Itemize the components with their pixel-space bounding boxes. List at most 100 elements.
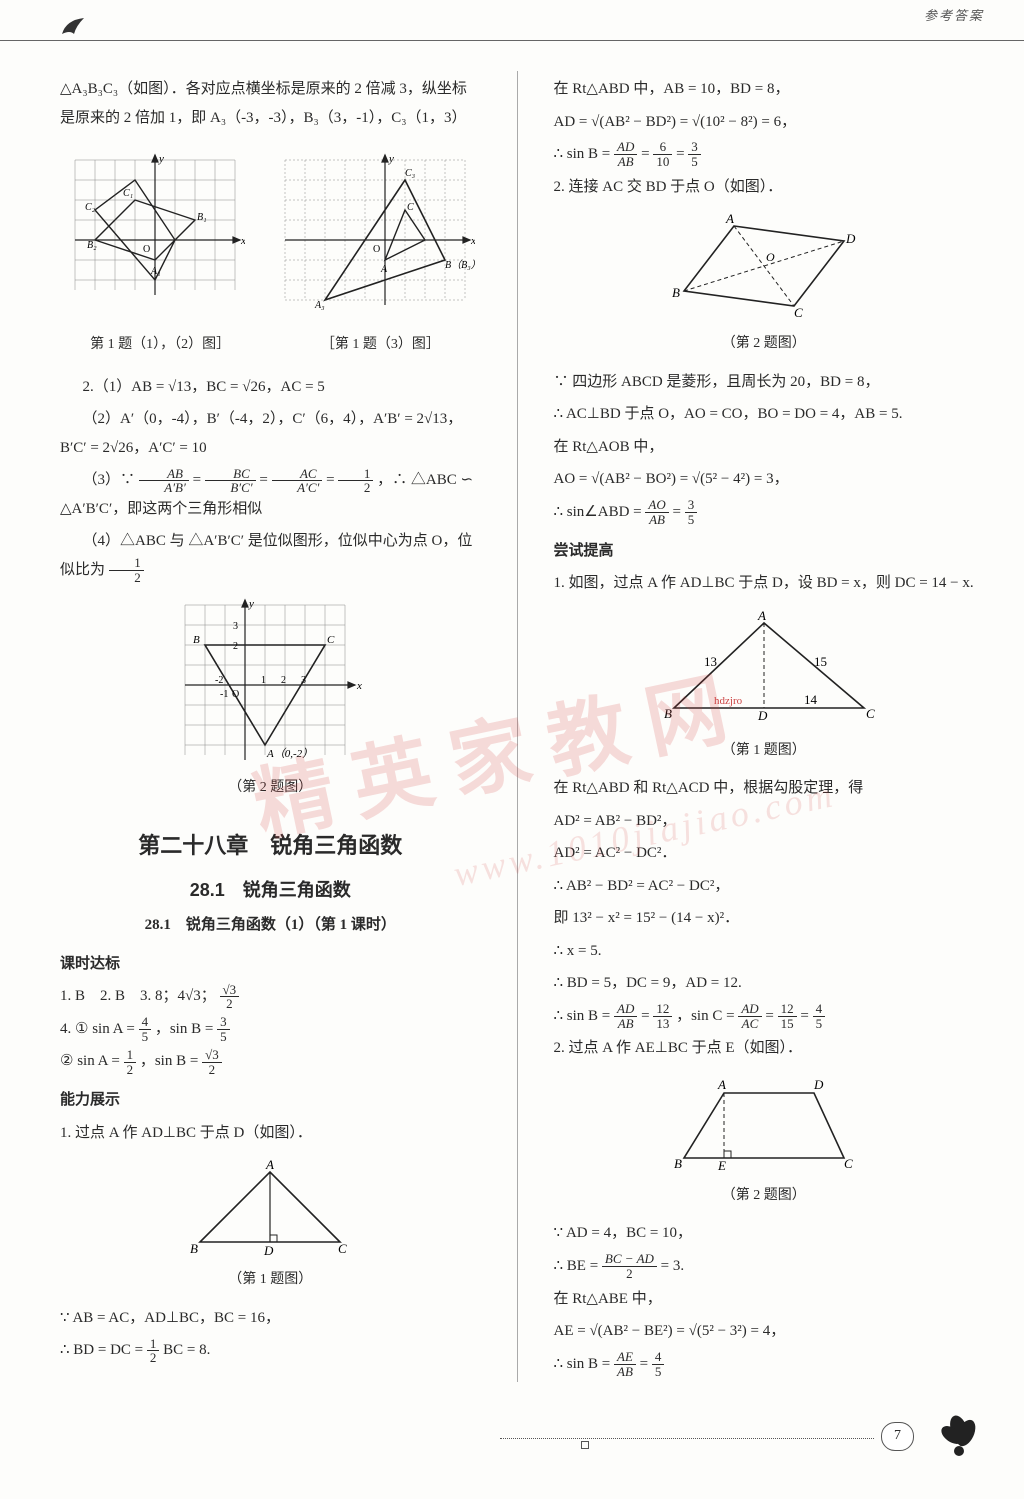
svg-text:x: x xyxy=(356,680,362,692)
svg-text:C₁: C₁ xyxy=(123,188,133,199)
fig-cap-rhombus: （第 2 题图） xyxy=(554,331,975,358)
svg-text:C₂: C₂ xyxy=(85,202,96,213)
svg-text:2: 2 xyxy=(281,675,286,686)
header-band: 参考答案 xyxy=(0,0,1024,41)
svg-text:D: D xyxy=(263,1243,274,1257)
svg-text:A（0,-2）: A（0,-2） xyxy=(266,747,313,760)
r5: ∴ AC⊥BD 于点 O，AO = CO，BO = DO = 4，AB = 5. xyxy=(554,400,975,429)
svg-text:C₃: C₃ xyxy=(405,168,416,179)
triangle-1315: A B C D 13 15 14 hdzjro xyxy=(644,608,884,728)
c15: ∴ sin B = AEAB = 45 xyxy=(554,1350,975,1379)
frac-ad-ab2: ADAB xyxy=(614,1002,637,1030)
svg-text:C: C xyxy=(407,202,414,213)
svg-text:D: D xyxy=(757,708,768,723)
left-intro: △A₃B₃C₃（如图）．各对应点横坐标是原来的 2 倍减 3，纵坐标是原来的 2… xyxy=(60,75,481,132)
nl-ab: ∵ AB = AC，AD⊥BC，BC = 16， xyxy=(60,1304,481,1333)
nengli-zhanshi-hdr: 能力展示 xyxy=(60,1086,481,1115)
svg-text:E: E xyxy=(717,1158,726,1173)
r3: 2. 连接 AC 交 BD 于点 O（如图）． xyxy=(554,173,975,202)
l2-2: （2）A′（0，-4），B′（-4，2），C′（6，4），A′B′ = 2√13… xyxy=(60,405,481,462)
r1: 在 Rt△ABD 中，AB = 10，BD = 8， xyxy=(554,75,975,104)
fig-cap-trap: （第 2 题图） xyxy=(554,1183,975,1210)
ks4b: ，sin B = xyxy=(155,1021,217,1037)
frac-bcad-2: BC − AD2 xyxy=(602,1252,657,1280)
svg-text:O: O xyxy=(766,250,775,264)
svg-text:y: y xyxy=(158,153,164,165)
frac-3-5: 35 xyxy=(217,1015,230,1043)
svg-text:A: A xyxy=(725,211,734,226)
footer-square-icon xyxy=(581,1441,589,1449)
frac-ad-ab: ADAB xyxy=(614,140,637,168)
l2-3: （3）∵ ABA′B′ = BCB′C′ = ACA′C′ = 12 ，∴ △A… xyxy=(60,466,481,523)
c11: ∵ AD = 4，BC = 10， xyxy=(554,1219,975,1248)
l2-1: 2.（1）AB = √13，BC = √26，AC = 5 xyxy=(60,373,481,402)
l2-3a: （3）∵ xyxy=(83,472,139,488)
c12a: ∴ BE = xyxy=(554,1258,602,1274)
nl-bd-a: ∴ BD = DC = xyxy=(60,1342,147,1358)
svg-text:C: C xyxy=(866,706,875,721)
svg-text:A: A xyxy=(717,1077,726,1092)
frac-1-2: 12 xyxy=(124,1048,137,1076)
svg-text:B: B xyxy=(664,706,672,721)
svg-text:A: A xyxy=(757,608,766,623)
svg-text:O: O xyxy=(232,689,239,700)
c5: ∴ AB² − BD² = AC² − DC²， xyxy=(554,872,975,901)
svg-text:A: A xyxy=(265,1157,274,1172)
frac-4-5b: 45 xyxy=(813,1002,826,1030)
frac-rt3-2: √32 xyxy=(220,983,240,1011)
svg-text:D: D xyxy=(845,231,856,246)
changshi-tigao-hdr: 尝试提高 xyxy=(554,537,975,566)
svg-text:B₂: B₂ xyxy=(87,240,97,251)
r8: ∴ sin∠ABD = AOAB = 35 xyxy=(554,498,975,527)
frac-12-13: 1213 xyxy=(653,1002,672,1030)
frac-ao-ab: AOAB xyxy=(645,498,668,526)
svg-text:C: C xyxy=(338,1241,347,1256)
c9: ∴ sin B = ADAB = 1213 ，sin C = ADAC = 12… xyxy=(554,1002,975,1031)
ks4d: ，sin B = xyxy=(140,1053,202,1069)
r7: AO = √(AB² − BO²) = √(5² − 4²) = 3， xyxy=(554,465,975,494)
svg-text:C: C xyxy=(327,634,335,646)
ks4-line2: ② sin A = 12 ，sin B = √32 xyxy=(60,1047,481,1076)
frac-4-5c: 45 xyxy=(652,1350,665,1378)
c3: AD² = AB² − BD²， xyxy=(554,807,975,836)
frac-3-5c: 35 xyxy=(685,498,698,526)
section-title: 28.1 锐角三角函数 xyxy=(60,873,481,907)
chapter-title: 第二十八章 锐角三角函数 xyxy=(60,825,481,867)
r2a: AD = √(AB² − BD²) = √(10² − 8²) = 6， xyxy=(554,108,975,137)
svg-text:y: y xyxy=(388,153,394,165)
frac-4-5: 45 xyxy=(139,1015,152,1043)
svg-text:15: 15 xyxy=(814,654,827,669)
svg-text:A: A xyxy=(380,264,388,275)
ks4a: 4. ① sin A = xyxy=(60,1021,139,1037)
leaf-icon xyxy=(60,8,88,46)
fig1-cap-left: 第 1 题（1），（2）图］ xyxy=(60,332,260,359)
footer-dotted-line xyxy=(500,1438,874,1439)
nl1: 1. 过点 A 作 AD⊥BC 于点 D（如图）． xyxy=(60,1119,481,1148)
grid-diagram-2: x y O A₃ B（B₃） C₃ C A xyxy=(275,150,475,310)
page-number: 7 xyxy=(881,1422,914,1451)
svg-text:B: B xyxy=(672,285,680,300)
svg-text:B: B xyxy=(193,634,200,646)
keshi-dabiao-hdr: 课时达标 xyxy=(60,950,481,979)
ks1: 1. B 2. B 3. 8；4√3； √32 xyxy=(60,982,481,1011)
r6: 在 Rt△AOB 中， xyxy=(554,433,975,462)
svg-text:A₁: A₁ xyxy=(150,266,161,277)
page-content: △A₃B₃C₃（如图）．各对应点横坐标是原来的 2 倍减 3，纵坐标是原来的 2… xyxy=(0,41,1024,1412)
frac-12-15: 1215 xyxy=(778,1002,797,1030)
r2b: ∴ sin B = ADAB = 610 = 35 xyxy=(554,140,975,169)
fig1-cap-right: ［第 1 题（3）图］ xyxy=(280,332,480,359)
svg-text:3: 3 xyxy=(233,621,238,632)
c10: 2. 过点 A 作 AE⊥BC 于点 E（如图）． xyxy=(554,1034,975,1063)
c7: ∴ x = 5. xyxy=(554,937,975,966)
c6: 即 13² − x² = 15² − (14 − x)²． xyxy=(554,904,975,933)
triangle-abd: A B C D xyxy=(170,1157,370,1257)
right-column: 在 Rt△ABD 中，AB = 10，BD = 8， AD = √(AB² − … xyxy=(554,71,975,1382)
c12b: = 3. xyxy=(661,1258,684,1274)
footer: 7 xyxy=(0,1419,1024,1479)
fig-cap-tri1: （第 1 题图） xyxy=(60,1267,481,1294)
l2-4: （4）△ABC 与 △A′B′C′ 是位似图形，位似中心为点 O，位似比为 12 xyxy=(60,527,481,584)
svg-text:hdzjro: hdzjro xyxy=(714,695,743,707)
frac-ab: ABA′B′ xyxy=(139,467,189,495)
r8-t: ∴ sin∠ABD = xyxy=(554,504,646,520)
fig1-captions: 第 1 题（1），（2）图］ ［第 1 题（3）图］ xyxy=(60,328,481,369)
